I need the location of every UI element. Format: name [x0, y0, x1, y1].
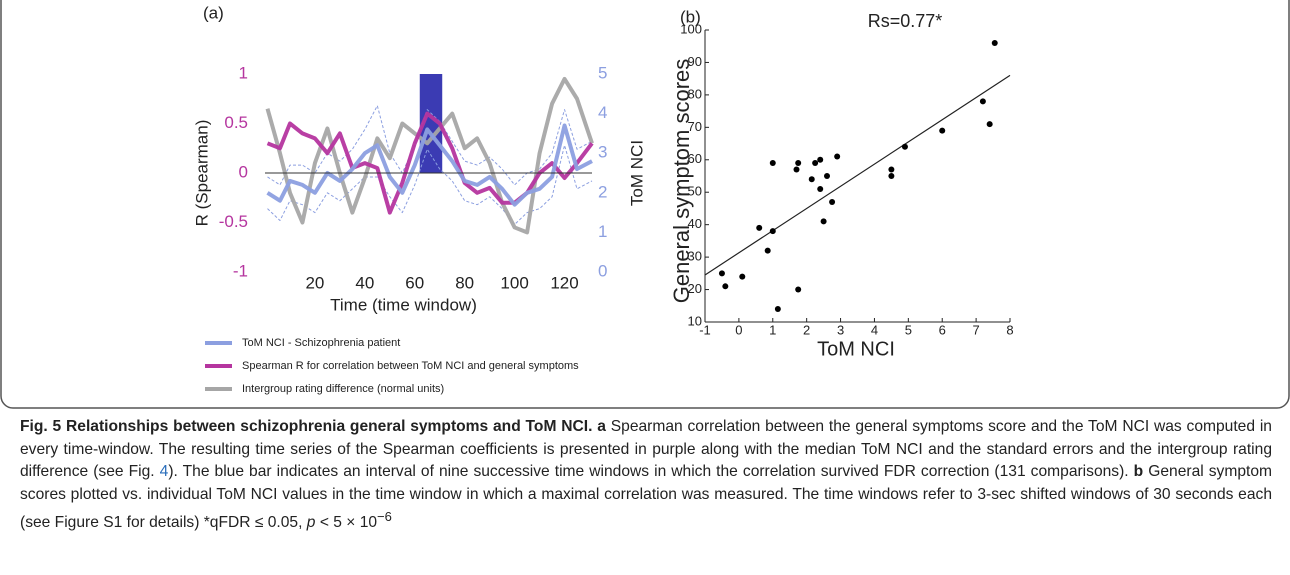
- caption-text: p: [306, 514, 316, 532]
- data-point: [829, 198, 836, 205]
- caption: Fig. 5 Relationships between schizophren…: [20, 416, 1272, 535]
- data-point: [774, 306, 781, 313]
- data-point: [808, 176, 815, 183]
- data-point: [834, 153, 841, 160]
- data-point: [901, 143, 908, 150]
- data-point: [979, 98, 986, 105]
- x-tick-label: 1: [769, 322, 776, 337]
- y-tick-label: 100: [680, 21, 702, 36]
- series-line: [266, 111, 594, 215]
- x-tick-label: 40: [355, 273, 374, 292]
- data-point: [888, 166, 895, 173]
- y-tick-label: 70: [688, 119, 702, 134]
- x-tick-label: 7: [972, 322, 979, 337]
- data-point: [939, 127, 946, 134]
- data-point: [986, 121, 993, 128]
- y2-axis-label: ToM NCI: [627, 140, 646, 206]
- data-point: [793, 166, 800, 173]
- y-axis-label: General symptom scores: [669, 59, 694, 304]
- legend-label: Intergroup rating difference (normal uni…: [242, 383, 444, 395]
- x-tick-label: 0: [735, 322, 742, 337]
- y-tick-label: 20: [688, 281, 702, 296]
- y2-tick-label: 2: [598, 182, 607, 201]
- x-tick-label: 100: [500, 273, 528, 292]
- data-point: [764, 247, 771, 254]
- x-axis-label: Time (time window): [330, 295, 477, 314]
- y-tick-label: -0.5: [219, 212, 248, 231]
- chart-title: Rs=0.77*: [868, 11, 943, 31]
- y-tick-label: 90: [688, 54, 702, 69]
- data-point: [812, 160, 819, 167]
- data-point: [739, 273, 746, 280]
- y-tick-label: 1: [239, 63, 248, 82]
- legend-label: ToM NCI - Schizophrenia patient: [242, 337, 400, 349]
- caption-title: Fig. 5 Relationships between schizophren…: [20, 418, 593, 435]
- data-point: [756, 224, 763, 231]
- y-tick-label: 0: [239, 162, 248, 181]
- series-line: [267, 144, 593, 225]
- x-tick-label: -1: [699, 322, 711, 337]
- data-point: [769, 160, 776, 167]
- legend-label: Spearman R for correlation between ToM N…: [242, 360, 579, 372]
- y2-tick-label: 0: [598, 261, 607, 280]
- y-tick-label: 0.5: [224, 113, 248, 132]
- trend-line: [704, 74, 1011, 276]
- panel-label: (a): [203, 3, 224, 22]
- data-point: [991, 39, 998, 46]
- y2-tick-label: 5: [598, 63, 607, 82]
- x-tick-label: 5: [905, 322, 912, 337]
- data-point: [718, 270, 725, 277]
- series-line: [266, 123, 593, 207]
- x-tick-label: 3: [837, 322, 844, 337]
- data-point: [817, 156, 824, 163]
- caption-text: −6: [377, 509, 392, 524]
- caption-label: b: [1133, 463, 1144, 480]
- data-point: [817, 185, 824, 192]
- x-tick-label: 4: [871, 322, 878, 337]
- figure-frame: [0, 0, 1290, 409]
- figure-link[interactable]: 4: [159, 463, 169, 480]
- x-tick-label: 20: [305, 273, 324, 292]
- x-tick-label: 120: [550, 273, 578, 292]
- x-tick-label: 80: [455, 273, 474, 292]
- x-axis-label: ToM NCI: [817, 338, 895, 360]
- data-point: [722, 283, 729, 290]
- y2-tick-label: 4: [598, 103, 607, 122]
- y-tick-label: 50: [688, 184, 702, 199]
- data-point: [888, 173, 895, 179]
- data-point: [824, 173, 830, 179]
- caption-text: ). The blue bar indicates an interval of…: [168, 463, 1129, 480]
- y2-tick-label: 3: [598, 143, 607, 162]
- x-tick-label: 8: [1006, 322, 1013, 337]
- data-point: [820, 218, 827, 225]
- caption-text: < 5 × 10: [319, 514, 378, 532]
- data-point: [795, 286, 802, 293]
- y-tick-label: 40: [688, 216, 702, 231]
- x-tick-label: 2: [803, 322, 810, 337]
- significance-bar: [419, 74, 443, 173]
- y-axis-label: R (Spearman): [192, 120, 211, 227]
- y2-tick-label: 1: [598, 222, 607, 241]
- caption-text: General symptom scores plotted vs. indiv…: [20, 463, 1272, 532]
- caption-text: Spearman correlation between the general…: [20, 418, 1272, 480]
- y-tick-label: -1: [233, 261, 248, 280]
- data-point: [769, 228, 776, 235]
- y-tick-label: 10: [688, 313, 702, 328]
- data-point: [795, 160, 802, 167]
- y-tick-label: 80: [688, 86, 702, 101]
- caption-label: a: [597, 418, 606, 435]
- y-tick-label: 30: [688, 249, 702, 264]
- x-tick-label: 60: [405, 273, 424, 292]
- y-tick-label: 60: [688, 151, 702, 166]
- panel-label: (b): [680, 7, 701, 26]
- x-tick-label: 6: [939, 322, 946, 337]
